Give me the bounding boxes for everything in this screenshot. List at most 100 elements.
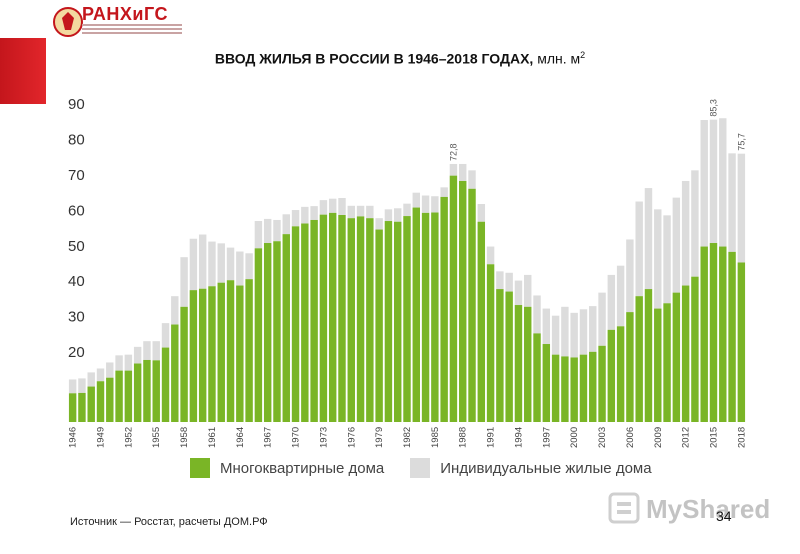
bar-multi-1961 [208,286,216,422]
bar-individual-1979 [375,218,383,230]
x-tick-label: 1982 [402,427,413,448]
bar-individual-1955 [152,341,160,361]
bar-individual-1972 [310,206,318,220]
bar-individual-2003 [598,292,606,346]
y-tick-label: 60 [68,202,85,219]
legend-swatch-multi [190,458,210,478]
x-tick-label: 2003 [597,427,608,448]
bar-individual-2010 [663,215,671,304]
bar-multi-2001 [579,354,588,422]
bar-multi-1993 [505,291,513,422]
bar-multi-1973 [319,214,328,422]
bars [68,118,746,422]
x-tick-label: 2000 [569,427,580,448]
bar-multi-1951 [115,370,123,422]
bar-individual-1994 [514,280,523,306]
x-tick-label: 1955 [151,427,162,448]
bar-multi-2005 [616,326,625,422]
bar-multi-1975 [338,215,346,422]
x-tick-label: 1961 [207,427,218,448]
bar-multi-1962 [217,282,225,422]
bar-individual-1960 [198,234,207,289]
watermark: MyShared [606,490,770,530]
bar-multi-1978 [366,218,374,422]
bar-individual-1974 [328,198,337,213]
bar-multi-2014 [700,246,708,422]
bar-multi-1984 [421,212,430,422]
bar-individual-2013 [691,170,699,277]
bar-multi-1954 [143,359,151,422]
bar-multi-1992 [496,289,504,422]
y-tick-label: 40 [68,273,85,290]
bar-multi-2009 [654,308,662,422]
bar-multi-2015 [709,243,718,422]
bar-individual-1999 [561,306,569,357]
bar-multi-2008 [644,289,653,422]
bar-individual-2009 [654,209,662,309]
bar-individual-1991 [486,246,495,265]
y-tick-label: 80 [68,131,85,148]
bar-multi-1968 [273,241,281,422]
legend-swatch-individual [410,458,431,478]
bar-individual-2005 [616,265,625,327]
bar-multi-2000 [570,357,578,422]
bar-individual-1997 [542,308,551,345]
bar-individual-2015 [709,119,718,244]
bar-multi-1964 [236,285,244,422]
x-tick-label: 1994 [513,427,524,448]
x-tick-label: 1976 [346,427,357,448]
bar-individual-1961 [208,241,216,287]
bar-individual-1948 [87,372,95,387]
y-tick-label: 50 [68,238,85,255]
bar-multi-1981 [394,221,402,422]
bar-individual-1968 [273,219,281,242]
bar-individual-1965 [245,253,253,280]
value-annotation: 85,3 [708,99,718,117]
bar-individual-2004 [607,274,616,330]
x-axis: 1946 1949 1952 1955 1958 1961 1964 1967 1970 1973… [68,427,748,448]
bar-multi-1948 [87,386,95,422]
bar-individual-2018 [737,153,746,263]
bar-multi-1965 [245,279,253,422]
bar-multi-1966 [254,248,263,422]
bar-multi-2007 [635,296,643,422]
bar-individual-2012 [681,180,690,286]
bar-individual-1981 [394,208,402,222]
chart-title-main: ВВОД ЖИЛЬЯ В РОССИИ В 1946–2018 ГОДАХ, [214,50,534,67]
bar-multi-2017 [728,251,736,422]
legend: Многоквартирные дома Индивидуальные жилы… [190,458,678,478]
bar-multi-1995 [524,306,532,422]
bar-multi-1970 [291,226,300,422]
bar-individual-1971 [301,206,309,224]
bar-multi-1972 [310,219,318,422]
bar-multi-1957 [171,324,179,422]
bar-individual-1950 [106,362,114,378]
bar-multi-1998 [551,354,560,422]
bar-multi-1994 [514,305,523,422]
bar-multi-1949 [96,381,105,422]
bar-individual-1958 [180,257,188,307]
y-tick-label: 70 [68,167,85,184]
x-tick-label: 1952 [123,427,134,448]
bar-individual-1947 [78,378,86,393]
bar-individual-1951 [115,355,123,371]
legend-item-multi: Многоквартирные дома [190,458,384,478]
bar-individual-1987 [449,163,458,176]
bar-individual-2000 [570,312,578,358]
bar-multi-1988 [459,180,467,422]
chart-title: ВВОД ЖИЛЬЯ В РОССИИ В 1946–2018 ГОДАХ, м… [0,50,800,67]
logo-subtitle-lines [82,24,182,36]
bar-individual-1966 [254,221,263,249]
x-tick-label: 2006 [625,427,636,448]
bar-individual-1967 [263,218,272,243]
bar-individual-1989 [468,170,476,189]
x-tick-label: 1958 [179,427,190,448]
bar-individual-1952 [124,354,133,371]
x-tick-label: 2015 [708,427,719,448]
page-number: 34 [716,508,732,524]
bar-multi-2004 [607,329,616,422]
bar-multi-1967 [263,243,272,422]
bar-individual-2001 [579,309,588,355]
bar-multi-1946 [68,393,77,422]
bar-individual-2008 [644,188,653,290]
